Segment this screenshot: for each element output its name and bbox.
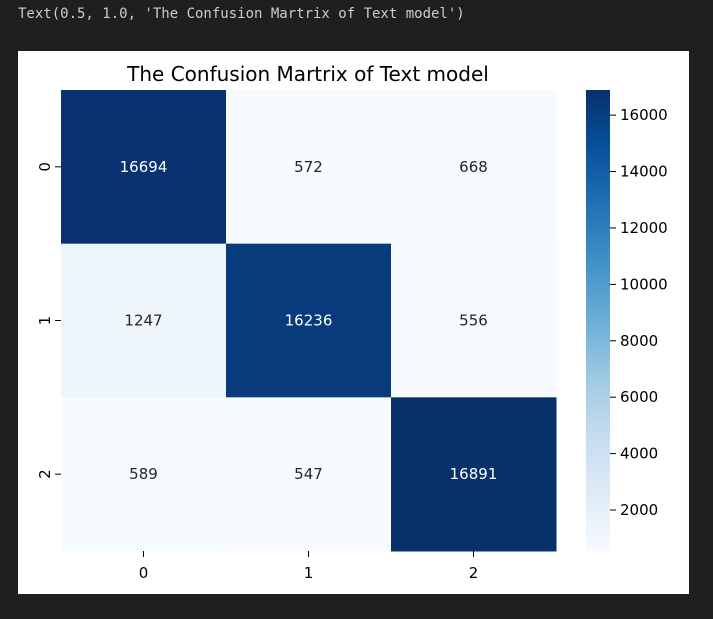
heatmap-figure: The Confusion Martrix of Text model 1669… [18, 51, 689, 594]
cell-value-2-0: 589 [129, 465, 158, 483]
cell-value-0-0: 16694 [120, 158, 168, 176]
cell-value-2-2: 16891 [450, 465, 498, 483]
chart-title: The Confusion Martrix of Text model [126, 62, 489, 86]
heatmap-cells [61, 90, 557, 552]
colorbar-tick-label-5: 12000 [620, 219, 668, 237]
cell-value-1-1: 16236 [285, 312, 333, 330]
y-tick-label-2: 2 [36, 469, 54, 479]
heatmap-cell-1-0 [61, 243, 227, 398]
heatmap-cell-1-2 [391, 243, 557, 398]
confusion-matrix-chart: The Confusion Martrix of Text model 1669… [36, 62, 668, 582]
y-tick-label-1: 1 [36, 316, 54, 326]
colorbar-tick-label-6: 14000 [620, 163, 668, 181]
heatmap-cell-0-1 [226, 90, 392, 245]
y-tick-label-0: 0 [36, 162, 54, 172]
y-axis-ticks: 0 1 2 [36, 162, 61, 479]
cell-value-0-2: 668 [459, 158, 488, 176]
x-tick-label-1: 1 [304, 564, 314, 582]
colorbar-tick-label-4: 10000 [620, 275, 668, 293]
x-tick-label-2: 2 [469, 564, 479, 582]
heatmap-cell-1-1 [226, 243, 392, 398]
x-tick-label-0: 0 [139, 564, 149, 582]
heatmap-annotations: 16694 572 668 1247 16236 556 589 547 16891 [120, 158, 498, 483]
heatmap-cell-0-0 [61, 90, 227, 245]
colorbar-tick-label-2: 6000 [620, 388, 658, 406]
cell-output-text: Text(0.5, 1.0, 'The Confusion Martrix of… [18, 6, 465, 22]
colorbar-tick-label-0: 2000 [620, 501, 658, 519]
colorbar [586, 90, 610, 551]
colorbar-tick-label-3: 8000 [620, 332, 658, 350]
colorbar-tick-label-1: 4000 [620, 445, 658, 463]
heatmap-cell-2-1 [226, 397, 392, 552]
cell-value-2-1: 547 [294, 465, 323, 483]
heatmap-cell-2-0 [61, 397, 227, 552]
heatmap-cell-0-2 [391, 90, 557, 245]
heatmap-cell-2-2 [391, 397, 557, 552]
colorbar-tick-label-7: 16000 [620, 106, 668, 124]
cell-value-0-1: 572 [294, 158, 323, 176]
x-axis-ticks: 0 1 2 [139, 551, 479, 582]
cell-value-1-0: 1247 [124, 312, 162, 330]
colorbar-ticks: 2000 4000 6000 8000 10000 12000 14000 16000 [610, 106, 668, 519]
cell-value-1-2: 556 [459, 312, 488, 330]
